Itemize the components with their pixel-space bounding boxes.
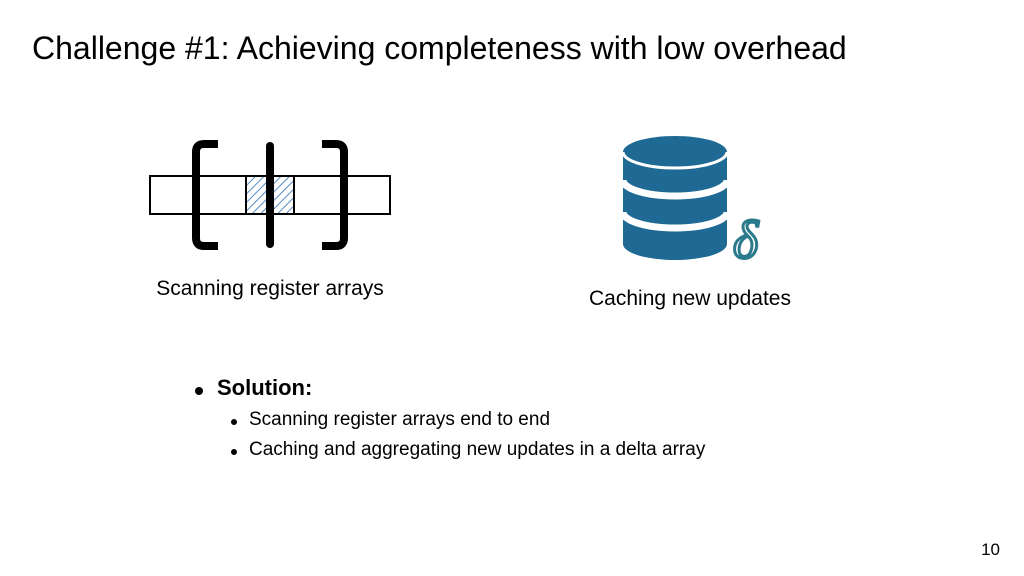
page-title: Challenge #1: Achieving completeness wit… <box>32 30 992 67</box>
illustration-left: Scanning register arrays <box>110 130 430 301</box>
illustration-right-caption: Caching new updates <box>560 287 820 311</box>
register-array-icon <box>140 130 400 260</box>
bullet-main: Solution: <box>195 375 705 401</box>
bullet-sub-label: Scanning register arrays end to end <box>249 409 550 431</box>
page-number: 10 <box>981 540 1000 560</box>
illustration-row: Scanning register arrays δ Caching ne <box>0 130 1024 320</box>
bullet-list: Solution: Scanning register arrays end t… <box>195 375 705 461</box>
illustration-left-caption: Scanning register arrays <box>110 277 430 301</box>
bullet-dot-icon <box>231 449 237 455</box>
bullet-sub: Scanning register arrays end to end <box>231 409 705 431</box>
illustration-right: δ Caching new updates <box>560 130 820 311</box>
bullet-sub-label: Caching and aggregating new updates in a… <box>249 439 705 461</box>
bullet-main-label: Solution: <box>217 375 312 401</box>
bullet-dot-icon <box>231 419 237 425</box>
database-delta-icon: δ <box>605 130 775 270</box>
bullet-dot-icon <box>195 387 203 395</box>
bullet-sub: Caching and aggregating new updates in a… <box>231 439 705 461</box>
slide: Challenge #1: Achieving completeness wit… <box>0 0 1024 576</box>
svg-text:δ: δ <box>733 210 759 270</box>
